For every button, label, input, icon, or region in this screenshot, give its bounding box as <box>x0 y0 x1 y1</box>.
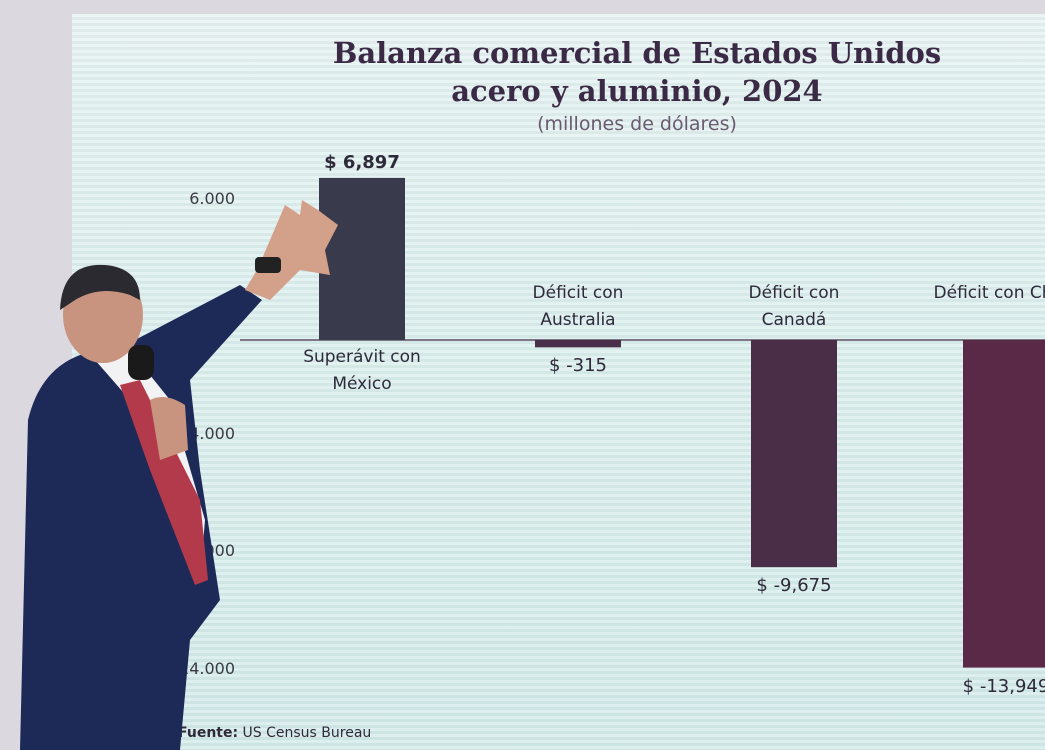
bar <box>751 339 837 568</box>
source-label: Fuente: <box>178 725 239 741</box>
value-label: $ 6,897 <box>324 151 400 173</box>
y-tick-label: 6.000 <box>189 188 235 208</box>
source: Fuente: US Census Bureau <box>178 725 371 741</box>
value-label: $ -13,949 <box>962 675 1045 697</box>
value-label: $ -315 <box>548 355 608 377</box>
category-label: Superávit con México <box>303 346 421 394</box>
bar <box>319 177 405 340</box>
chart-title: Balanza comercial de Estados Unidos <box>332 36 942 70</box>
y-tick-label: -4.000 <box>183 423 235 443</box>
chart-subtitle: (millones de dólares) <box>537 113 737 135</box>
category-label: Déficit con Australia <box>532 282 624 330</box>
category-label: Déficit con China <box>933 282 1045 303</box>
y-tick-label: -9.000 <box>183 541 235 561</box>
value-label: $ -9,675 <box>756 575 832 597</box>
bar <box>963 339 1045 668</box>
y-tick-label: -14.000 <box>173 658 235 678</box>
bar <box>535 339 621 348</box>
category-label: Déficit con Canadá <box>748 282 840 330</box>
chart-title-line2: acero y aluminio, 2024 <box>451 74 823 108</box>
source-text: US Census Bureau <box>242 725 372 741</box>
